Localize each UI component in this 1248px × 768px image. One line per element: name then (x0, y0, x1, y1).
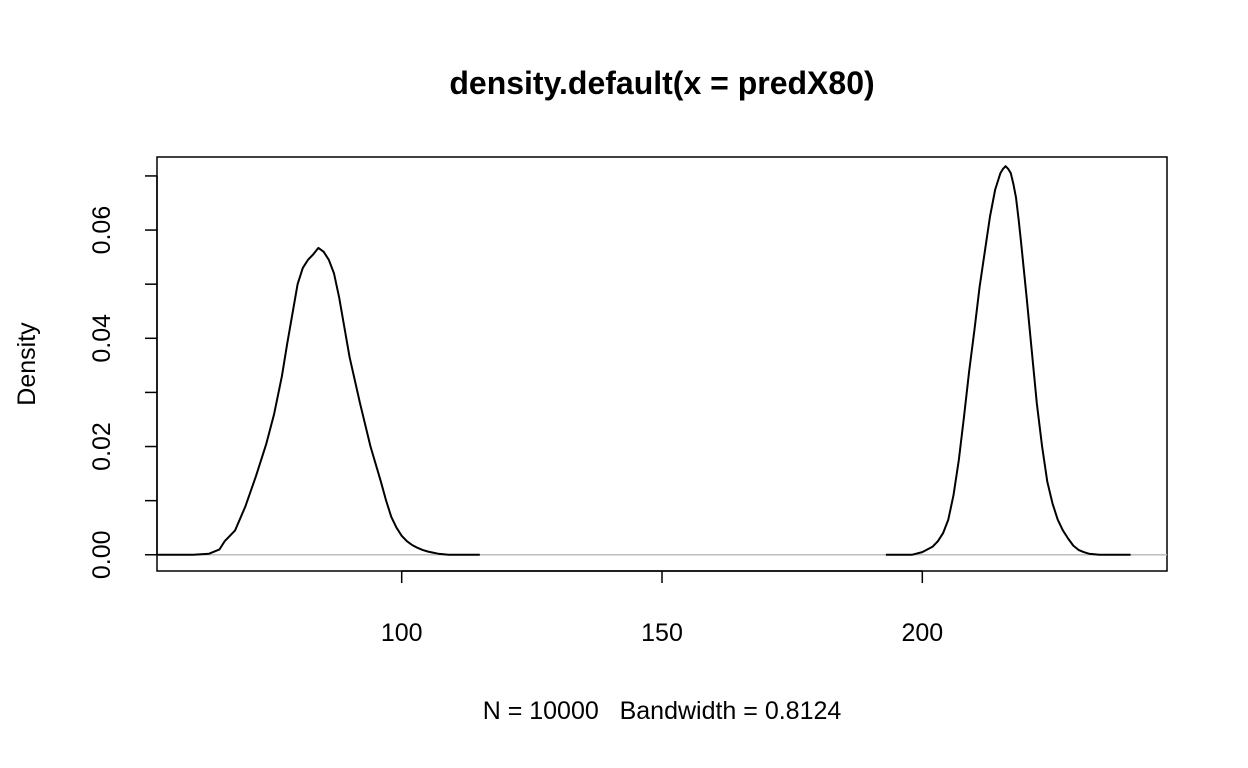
y-tick-label: 0.06 (88, 206, 116, 255)
chart-title: density.default(x = predX80) (449, 65, 874, 101)
x-tick-label: 100 (381, 619, 423, 647)
x-tick-label: 200 (901, 619, 943, 647)
y-tick-label: 0.00 (88, 530, 116, 579)
series-layer (157, 165, 1131, 556)
density-curve-1 (157, 246, 480, 556)
y-tick-label: 0.02 (88, 422, 116, 471)
density-curve-2 (885, 165, 1131, 556)
y-tick-label: 0.04 (88, 314, 116, 363)
x-axis-label: N = 10000 Bandwidth = 0.8124 (483, 697, 842, 725)
plot-frame (156, 156, 1168, 572)
y-axis: 0.00 0.02 0.04 0.06 (88, 175, 158, 579)
x-tick-label: 150 (641, 619, 683, 647)
x-axis: 100 150 200 (381, 570, 943, 647)
y-axis-label: Density (13, 322, 41, 406)
